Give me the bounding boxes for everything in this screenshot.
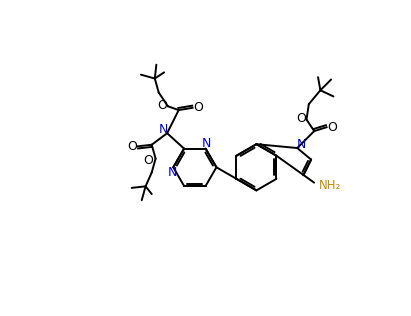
Text: NH₂: NH₂ [319, 179, 341, 192]
Text: O: O [193, 101, 203, 114]
Text: N: N [159, 123, 168, 136]
Text: O: O [127, 140, 137, 153]
Text: O: O [296, 112, 306, 125]
Text: O: O [157, 99, 167, 112]
Text: N: N [296, 138, 306, 151]
Text: O: O [327, 121, 337, 134]
Text: N: N [202, 137, 211, 150]
Text: N: N [168, 166, 177, 179]
Text: O: O [144, 154, 154, 167]
